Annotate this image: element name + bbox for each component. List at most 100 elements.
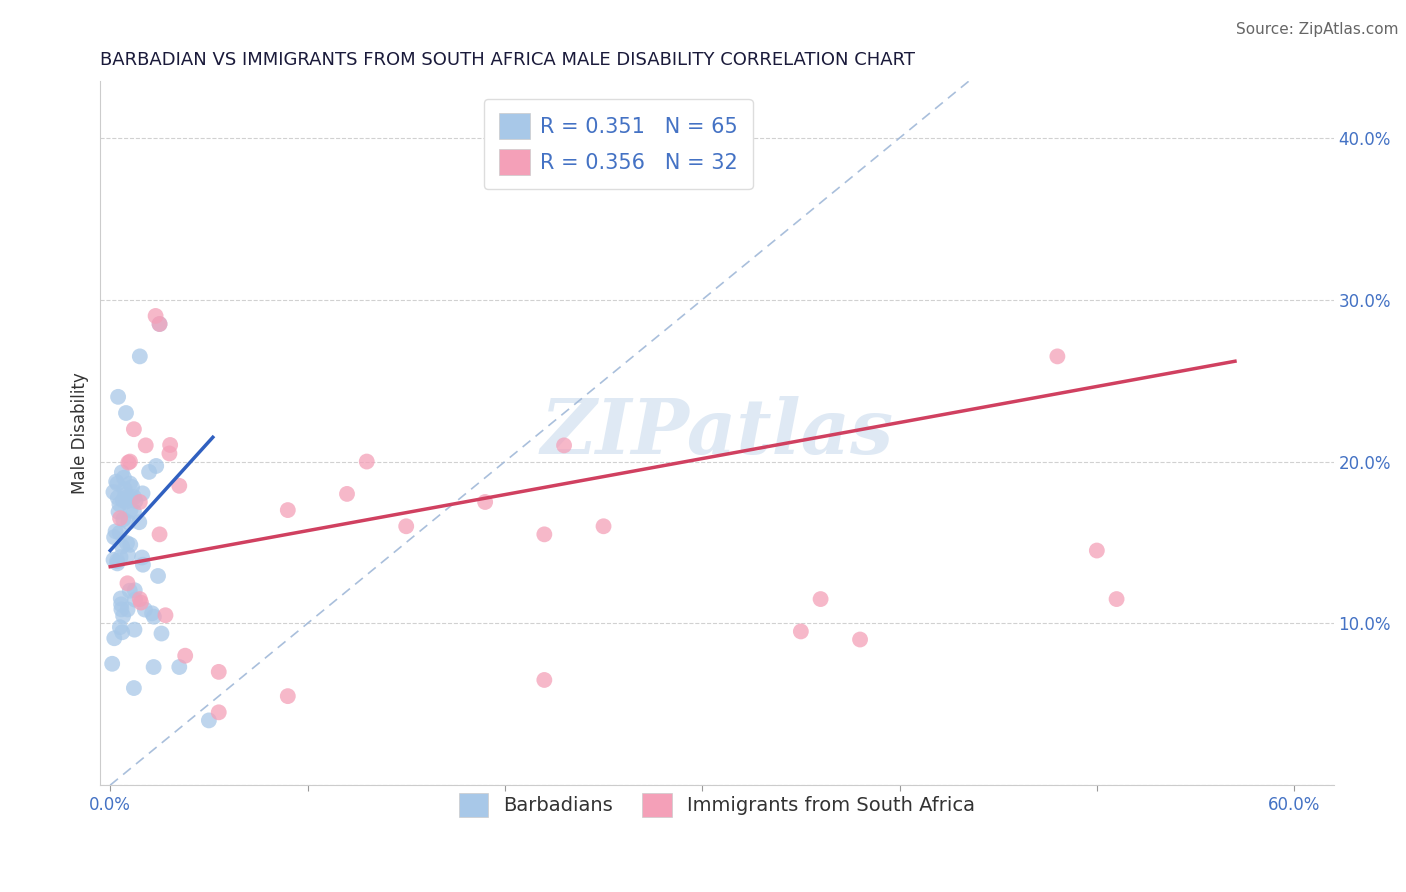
- Point: [117, 548, 139, 562]
- Point: [128, 515, 150, 529]
- Point: [107, 505, 129, 519]
- Point: [122, 504, 145, 518]
- Point: [122, 422, 145, 436]
- Text: ZIPatlas: ZIPatlas: [540, 396, 894, 470]
- Point: [208, 706, 231, 720]
- Point: [105, 557, 128, 571]
- Point: [118, 476, 141, 491]
- Point: [277, 689, 299, 703]
- Point: [117, 602, 139, 616]
- Point: [118, 454, 141, 468]
- Point: [592, 519, 614, 533]
- Point: [101, 657, 124, 671]
- Point: [155, 608, 177, 623]
- Point: [114, 482, 136, 496]
- Point: [121, 480, 143, 494]
- Point: [132, 558, 155, 572]
- Point: [111, 466, 134, 480]
- Point: [115, 536, 138, 550]
- Point: [145, 458, 167, 473]
- Point: [142, 660, 165, 674]
- Point: [122, 490, 145, 504]
- Point: [157, 446, 180, 460]
- Point: [131, 550, 153, 565]
- Point: [131, 486, 153, 500]
- Point: [110, 602, 132, 616]
- Point: [110, 550, 132, 565]
- Point: [148, 527, 170, 541]
- Point: [120, 503, 142, 517]
- Point: [134, 602, 156, 616]
- Point: [356, 454, 378, 468]
- Point: [169, 660, 191, 674]
- Point: [108, 620, 131, 634]
- Point: [790, 624, 813, 639]
- Point: [198, 714, 221, 728]
- Point: [105, 475, 128, 489]
- Point: [208, 665, 231, 679]
- Point: [114, 488, 136, 502]
- Point: [148, 317, 170, 331]
- Point: [111, 625, 134, 640]
- Text: Source: ZipAtlas.com: Source: ZipAtlas.com: [1236, 22, 1399, 37]
- Point: [112, 471, 135, 485]
- Point: [108, 511, 131, 525]
- Point: [117, 516, 139, 530]
- Point: [849, 632, 872, 647]
- Point: [105, 554, 128, 568]
- Point: [122, 681, 145, 695]
- Point: [141, 607, 163, 621]
- Point: [129, 596, 152, 610]
- Point: [810, 592, 832, 607]
- Point: [105, 476, 128, 491]
- Point: [124, 494, 146, 508]
- Point: [107, 491, 129, 505]
- Point: [1105, 592, 1128, 607]
- Point: [110, 591, 132, 606]
- Point: [124, 623, 146, 637]
- Point: [553, 438, 575, 452]
- Point: [148, 317, 170, 331]
- Point: [115, 406, 138, 420]
- Point: [124, 592, 146, 607]
- Point: [120, 491, 142, 505]
- Point: [128, 592, 150, 607]
- Point: [108, 525, 131, 540]
- Point: [336, 487, 359, 501]
- Point: [112, 609, 135, 624]
- Point: [112, 512, 135, 526]
- Point: [104, 524, 127, 539]
- Point: [159, 438, 181, 452]
- Point: [103, 530, 125, 544]
- Point: [169, 479, 191, 493]
- Point: [103, 632, 125, 646]
- Point: [103, 485, 125, 500]
- Point: [107, 390, 129, 404]
- Point: [1085, 543, 1108, 558]
- Point: [111, 493, 134, 508]
- Point: [474, 495, 496, 509]
- Point: [115, 491, 138, 505]
- Point: [138, 465, 160, 479]
- Point: [533, 527, 555, 541]
- Point: [128, 350, 150, 364]
- Point: [103, 553, 125, 567]
- Point: [395, 519, 418, 533]
- Point: [128, 495, 150, 509]
- Point: [145, 309, 167, 323]
- Text: BARBADIAN VS IMMIGRANTS FROM SOUTH AFRICA MALE DISABILITY CORRELATION CHART: BARBADIAN VS IMMIGRANTS FROM SOUTH AFRIC…: [100, 51, 915, 69]
- Point: [277, 503, 299, 517]
- Legend: Barbadians, Immigrants from South Africa: Barbadians, Immigrants from South Africa: [451, 785, 983, 825]
- Point: [150, 626, 173, 640]
- Point: [120, 538, 142, 552]
- Point: [117, 576, 139, 591]
- Point: [146, 569, 169, 583]
- Point: [108, 497, 131, 511]
- Point: [174, 648, 197, 663]
- Point: [533, 673, 555, 687]
- Point: [135, 438, 157, 452]
- Point: [142, 609, 165, 624]
- Point: [115, 494, 138, 508]
- Point: [118, 583, 141, 598]
- Point: [117, 456, 139, 470]
